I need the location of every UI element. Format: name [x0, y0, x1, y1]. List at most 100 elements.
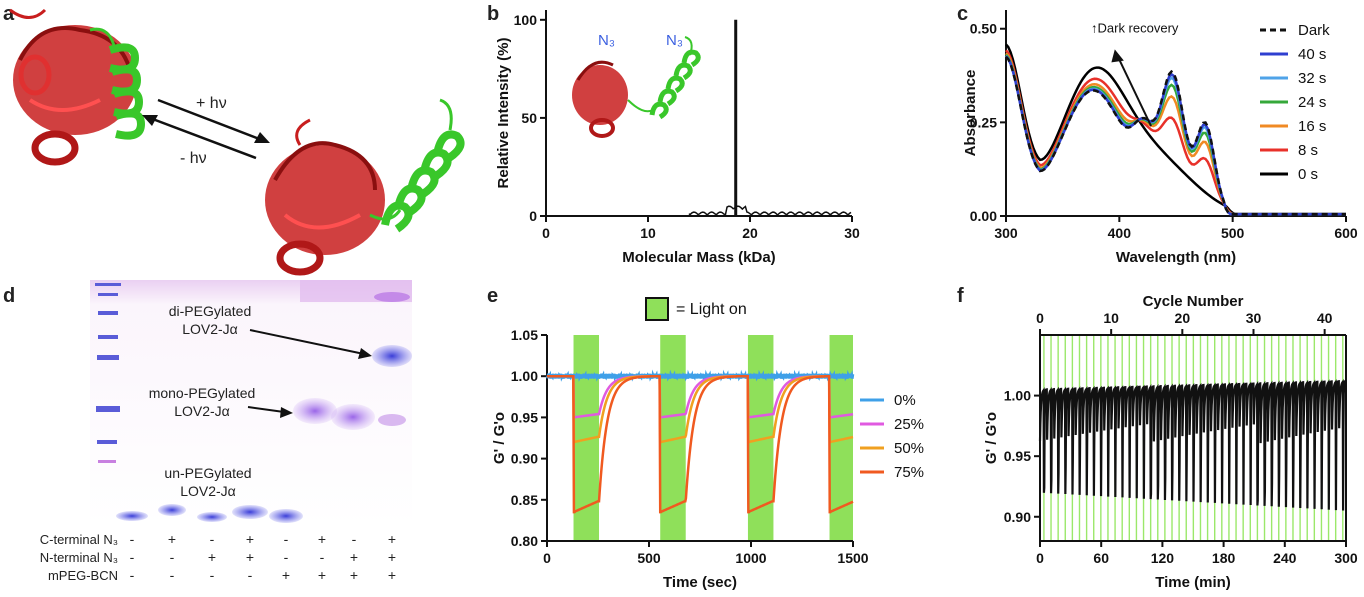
legend-label: 40 s: [1298, 46, 1326, 63]
panel-label-a: a: [3, 3, 15, 25]
x-tick-label: 0: [543, 550, 551, 566]
y-tick-label: 0.90: [511, 451, 538, 467]
di-pegylated-label-2: LOV2-Jα: [182, 321, 238, 337]
lov2-open-structure: [265, 98, 465, 276]
gel-row-label: mPEG-BCN: [48, 568, 118, 583]
gel-sign: +: [282, 567, 290, 583]
gel-sign: -: [170, 567, 175, 583]
light-legend-swatch: [645, 297, 669, 321]
forward-arrow: [157, 98, 263, 142]
y-tick-label: 0.50: [970, 21, 997, 37]
gel-sign: +: [168, 531, 176, 547]
x-tick-label: 500: [1221, 225, 1245, 241]
baseline-noise: [688, 205, 852, 217]
spectrum-line-Dark: [1005, 55, 1346, 216]
x-tick-label: 120: [1151, 550, 1175, 566]
y-tick-label: 1.00: [1004, 388, 1031, 404]
y-axis-title: G' / G'o: [491, 412, 508, 464]
x-tick-label: 240: [1273, 550, 1297, 566]
legend-label: 32 s: [1298, 70, 1326, 87]
top-tick-label: 10: [1103, 310, 1119, 326]
reverse-label: - hν: [180, 150, 207, 167]
legend-label: 24 s: [1298, 94, 1326, 111]
cycling-gprime-line: [1038, 378, 1347, 511]
dark-recovery-label: ↑Dark recovery: [1091, 20, 1179, 35]
x-tick-label: 20: [742, 225, 758, 241]
top-tick-label: 0: [1036, 310, 1044, 326]
n3-label-left: N₃: [598, 32, 615, 49]
x-tick-label: 0: [1036, 550, 1044, 566]
mono-pegylated-label-2: LOV2-Jα: [174, 403, 230, 419]
gel-sign: +: [246, 549, 254, 565]
legend-label: 0%: [894, 392, 916, 409]
top-tick-label: 20: [1175, 310, 1191, 326]
legend-label: 75%: [894, 464, 924, 481]
panel-b-protein-inset: N₃ N₃: [572, 32, 701, 138]
panel-d-gel: di-PEGylated LOV2-Jα mono-PEGylated LOV2…: [40, 280, 412, 583]
gel-sign: -: [248, 567, 253, 583]
di-pegylated-label-1: di-PEGylated: [169, 303, 251, 319]
x-tick-label: 0: [542, 225, 550, 241]
y-tick-label: 1.05: [511, 327, 538, 343]
top-tick-label: 40: [1317, 310, 1333, 326]
panel-label-b: b: [487, 3, 500, 25]
y-axis-title: G' / G'o: [983, 412, 1000, 464]
spectrum-line-0s: [1005, 43, 1346, 216]
gel-sign: -: [170, 549, 175, 565]
panel-b-chart: N₃ N₃ 0 10 20 30 0 50 100 Molecular Mass (kDa) R…: [495, 10, 860, 266]
x-tick-label: 400: [1108, 225, 1132, 241]
spectrum-line-8s: [1005, 49, 1346, 216]
gel-sign: -: [130, 567, 135, 583]
legend-label: Dark: [1298, 22, 1330, 39]
top-axis-title: Cycle Number: [1143, 293, 1244, 310]
x-tick-label: 30: [844, 225, 860, 241]
gel-sign: -: [130, 531, 135, 547]
x-axis-title: Molecular Mass (kDa): [622, 249, 775, 266]
gel-sign: +: [388, 531, 396, 547]
top-tick-label: 30: [1246, 310, 1262, 326]
panel-label-d: d: [3, 285, 16, 307]
gel-sign: -: [284, 549, 289, 565]
gel-sign: -: [352, 531, 357, 547]
gel-sign: -: [210, 531, 215, 547]
y-axis-title: Relative Intensity (%): [495, 38, 512, 189]
y-tick-label: 50: [521, 110, 537, 126]
x-axis-title: Time (min): [1155, 574, 1231, 591]
x-tick-label: 60: [1093, 550, 1109, 566]
y-tick-label: 0.95: [1004, 448, 1031, 464]
gprime-line-75pct: [547, 374, 854, 514]
gel-sign: -: [130, 549, 135, 565]
gel-row-label: C-terminal N₃: [40, 532, 118, 547]
legend-label: 0 s: [1298, 166, 1318, 183]
legend-label: 25%: [894, 416, 924, 433]
y-tick-label: 0.25: [970, 114, 997, 130]
x-axis-title: Time (sec): [663, 574, 737, 591]
x-tick-label: 600: [1334, 225, 1358, 241]
y-axis-title: Absorbance: [962, 70, 979, 157]
panel-c-chart: 300 400 500 600 0.00 0.25 0.50 Wavelength (nm) A…: [962, 10, 1358, 266]
gel-ladder: [95, 283, 121, 463]
gel-sign: +: [388, 567, 396, 583]
x-tick-label: 300: [1334, 550, 1358, 566]
panel-label-c: c: [957, 3, 969, 25]
x-tick-label: 10: [640, 225, 656, 241]
forward-label: + hν: [196, 95, 227, 112]
gel-sign: +: [388, 549, 396, 565]
x-tick-label: 500: [637, 550, 661, 566]
gel-sign: +: [318, 567, 326, 583]
gel-sign: -: [210, 567, 215, 583]
y-tick-label: 0.95: [511, 409, 538, 425]
un-pegylated-label-1: un-PEGylated: [164, 465, 251, 481]
lov2-closed-structure: [9, 8, 146, 166]
y-tick-label: 0.90: [1004, 509, 1031, 525]
gel-sign: +: [208, 549, 216, 565]
mono-pegylated-label-1: mono-PEGylated: [149, 385, 256, 401]
gel-row-label: N-terminal N₃: [40, 550, 118, 565]
y-tick-label: 0.80: [511, 533, 538, 549]
n3-label-right: N₃: [666, 32, 683, 49]
y-tick-label: 0.00: [970, 208, 997, 224]
x-tick-label: 300: [994, 225, 1018, 241]
gel-sign: +: [246, 531, 254, 547]
panel-a-protein-illustration: + hν - hν: [9, 8, 465, 276]
